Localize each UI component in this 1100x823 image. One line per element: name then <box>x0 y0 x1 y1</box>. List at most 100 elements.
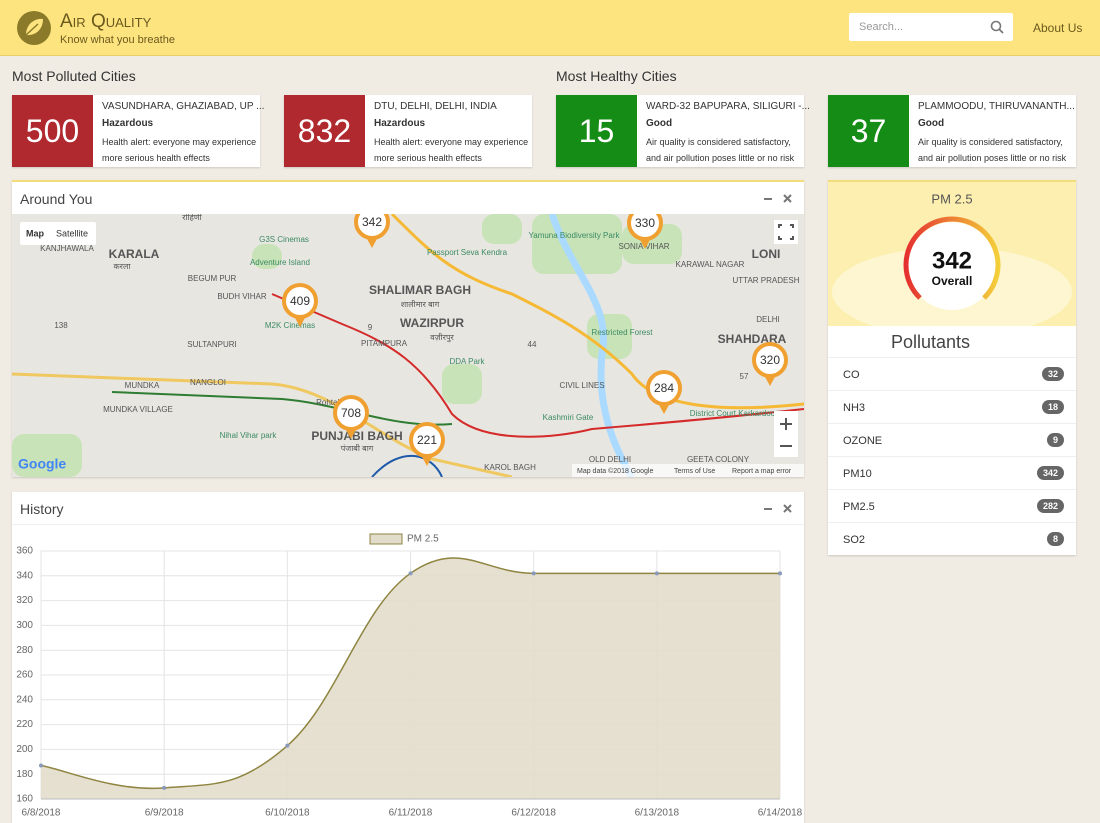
nav-link[interactable]: About Us <box>1033 21 1082 35</box>
y-tick-label: 300 <box>16 620 33 631</box>
city-card[interactable]: 37 PLAMMOODU, THIRUVANANTH... Good Air qual… <box>828 95 1076 167</box>
map-label: 9 <box>368 323 373 332</box>
park <box>442 364 482 404</box>
pollutants-title: Pollutants <box>828 332 1033 353</box>
health-message: Health alert: everyone may experience mo… <box>374 134 534 166</box>
map[interactable]: रोहिणीKARALAकरलाKANJHAWALAG3S CinemasAdv… <box>12 214 804 477</box>
y-tick-label: 240 <box>16 694 33 705</box>
map-label: वज़ीरपुर <box>430 332 454 343</box>
map-label: 44 <box>528 340 537 349</box>
pollutant-row: OZONE9 <box>828 423 1076 456</box>
map-label: BEGUM PUR <box>188 274 237 283</box>
marker-value: 284 <box>654 381 674 395</box>
aqi-value: 500 <box>12 95 93 167</box>
pollutant-row: PM10342 <box>828 456 1076 489</box>
map-label: WAZIRPUR <box>400 316 464 330</box>
y-tick-label: 260 <box>16 670 33 681</box>
pollutants: PollutantsCO32NH318OZONE9PM10342PM2.5282… <box>828 326 1076 555</box>
brand[interactable]: Air Quality <box>60 11 151 33</box>
status: Good <box>646 118 672 129</box>
map-label: BUDH VIHAR <box>217 292 267 301</box>
map-label: MUNDKA <box>125 381 160 390</box>
marker-value: 320 <box>760 353 780 367</box>
y-tick-label: 220 <box>16 719 33 730</box>
map-label: पंजाबी बाग <box>341 443 374 453</box>
map-logo: Google <box>18 456 66 472</box>
city-name: DTU, DELHI, DELHI, INDIA <box>374 101 497 112</box>
fullscreen-button[interactable] <box>774 220 798 244</box>
y-tick-label: 320 <box>16 595 33 606</box>
search-box[interactable]: Search... <box>849 13 1013 41</box>
city-name: VASUNDHARA, GHAZIABAD, UP ... <box>102 101 264 112</box>
map-label: Yamuna Biodiversity Park <box>529 231 621 240</box>
x-tick-label: 6/12/2018 <box>511 808 556 819</box>
map-label: KARAWAL NAGAR <box>676 260 745 269</box>
city-name: PLAMMOODU, THIRUVANANTH... <box>918 101 1075 112</box>
map-label: M2K Cinemas <box>265 321 315 330</box>
point <box>162 786 166 790</box>
pollutant-name: CO <box>843 369 860 381</box>
map-label: 57 <box>740 372 749 381</box>
map-label: Restricted Forest <box>592 328 654 337</box>
map-label: LONI <box>752 247 781 261</box>
search-icon[interactable] <box>990 20 1004 34</box>
park <box>482 214 522 244</box>
pollutant-value: 282 <box>1037 499 1064 513</box>
city-card[interactable]: 15WARD-32 BAPUPARA, SILIGURI -...GoodAir… <box>556 95 804 167</box>
x-tick-label: 6/9/2018 <box>145 808 184 819</box>
logo <box>16 9 52 47</box>
map-label: KAROL BAGH <box>484 463 536 472</box>
status: Good <box>918 118 944 129</box>
panel-controls[interactable] <box>762 504 794 516</box>
x-tick-label: 6/14/2018 <box>758 808 803 819</box>
map-label: GEETA COLONY <box>687 455 750 464</box>
pollutant-value: 32 <box>1042 367 1064 381</box>
pollutant-name: PM10 <box>843 468 872 480</box>
marker-value: 708 <box>341 406 361 420</box>
x-tick-label: 6/8/2018 <box>22 808 61 819</box>
gauge-label: Overall <box>932 274 973 288</box>
map-label: DDA Park <box>449 357 485 366</box>
history-chart: 1601802002202402602803003203403606/8/201… <box>0 525 804 823</box>
map-label: OLD DELHI <box>589 455 631 464</box>
city-card[interactable]: 832DTU, DELHI, DELHI, INDIAHazardousHeal… <box>284 95 532 167</box>
pollutant-value: 8 <box>1047 532 1064 546</box>
city-name: WARD-32 BAPUPARA, SILIGURI -... <box>646 101 810 112</box>
y-tick-label: 360 <box>16 546 33 557</box>
report-link[interactable]: Report a map error <box>732 468 792 475</box>
map-type-button[interactable]: Satellite <box>56 228 88 238</box>
pollutant-name: NH3 <box>843 402 865 414</box>
x-tick-label: 6/13/2018 <box>635 808 680 819</box>
y-tick-label: 180 <box>16 769 33 780</box>
map-label: PUNJABI BAGH <box>311 429 402 443</box>
aqi-value: 37 <box>828 95 909 167</box>
point <box>285 744 289 748</box>
section-title: Most Healthy Cities <box>556 68 677 84</box>
map-label: PITAMPURA <box>361 339 408 348</box>
pollutant-value: 18 <box>1042 400 1064 414</box>
map-label: Adventure Island <box>250 258 310 267</box>
aqi-value: 832 <box>284 95 365 167</box>
zoom-control[interactable] <box>774 411 798 457</box>
pollutant-name: OZONE <box>843 435 882 447</box>
map-type-button[interactable]: Map <box>26 228 45 238</box>
pollutant-row: NH3 18 <box>828 390 1076 423</box>
map-label: Kashmiri Gate <box>543 413 594 422</box>
panel-controls[interactable] <box>762 194 794 206</box>
map-label: करला <box>114 262 132 271</box>
map-label: रोहिणी <box>182 214 202 222</box>
header: Air Quality Know what you breathe Search… <box>0 0 1100 56</box>
marker-value: 342 <box>362 215 382 229</box>
map-label: DELHI <box>756 315 780 324</box>
health-message: Air quality is considered satisfactory, … <box>918 134 1078 166</box>
city-card[interactable]: 500VASUNDHARA, GHAZIABAD, UP ...Hazardou… <box>12 95 260 167</box>
x-tick-label: 6/11/2018 <box>389 808 433 819</box>
terms-link[interactable]: Terms of Use <box>674 468 715 475</box>
y-tick-label: 280 <box>16 645 33 656</box>
legend-swatch <box>370 534 402 544</box>
health-message: Health alert: everyone may experience mo… <box>102 134 262 166</box>
gauge-value: 342 <box>932 247 972 274</box>
pollutant-row: SO28 <box>828 522 1076 555</box>
map-label: CIVIL LINES <box>559 381 604 390</box>
tagline: Know what you breathe <box>60 34 175 46</box>
